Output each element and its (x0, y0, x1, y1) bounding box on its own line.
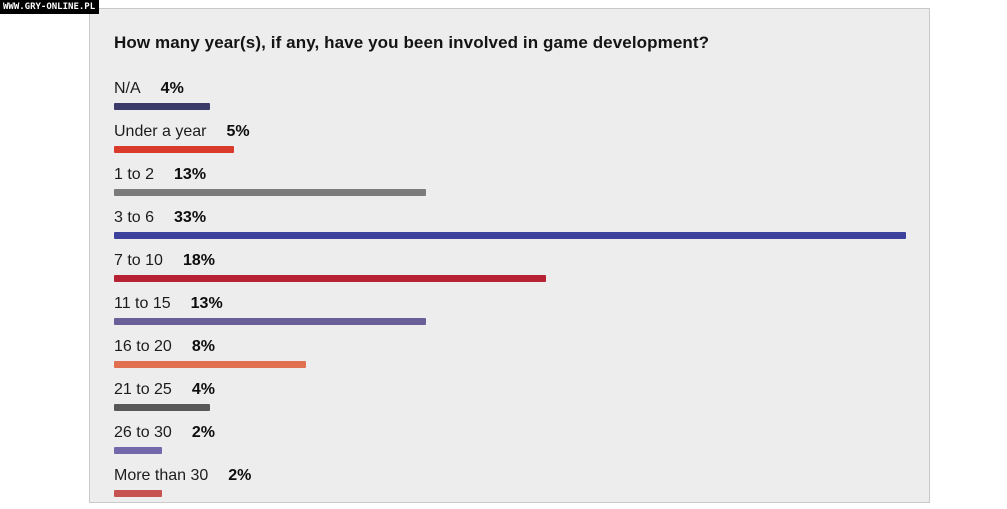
bar (114, 361, 306, 368)
value-label: 8% (191, 338, 215, 355)
row-label-line: 1 to 2 13% (114, 166, 929, 186)
value-label: 33% (174, 209, 207, 226)
bar (114, 103, 210, 110)
bar (114, 490, 162, 497)
category-label: Under a year (114, 123, 207, 140)
chart-row: 7 to 10 18% (114, 252, 929, 282)
row-label-line: 21 to 25 4% (114, 381, 929, 401)
chart-row: 11 to 15 13% (114, 295, 929, 325)
chart-row: More than 30 2% (114, 467, 929, 497)
value-label: 2% (228, 467, 252, 484)
value-label: 13% (174, 166, 207, 183)
chart-row: 3 to 6 33% (114, 209, 929, 239)
bar (114, 189, 426, 196)
chart-rows: N/A 4% Under a year 5% 1 to 2 13% 3 to 6 33% 7 t… (114, 80, 929, 497)
row-label-line: More than 30 2% (114, 467, 929, 487)
category-label: More than 30 (114, 467, 209, 484)
chart-row: Under a year 5% (114, 123, 929, 153)
chart-title: How many year(s), if any, have you been … (114, 33, 710, 52)
category-label: 26 to 30 (114, 424, 172, 441)
row-label-line: 3 to 6 33% (114, 209, 929, 229)
bar (114, 447, 162, 454)
value-label: 4% (160, 80, 184, 97)
bar (114, 404, 210, 411)
chart-row: 1 to 2 13% (114, 166, 929, 196)
chart-row: 26 to 30 2% (114, 424, 929, 454)
category-label: 3 to 6 (114, 209, 155, 226)
watermark-gry-online: WWW.GRY-ONLINE.PL (0, 0, 100, 14)
chart-row: 16 to 20 8% (114, 338, 929, 368)
category-label: 21 to 25 (114, 381, 172, 398)
bar (114, 318, 426, 325)
value-label: 2% (191, 424, 215, 441)
bar (114, 232, 906, 239)
row-label-line: N/A 4% (114, 80, 929, 100)
row-label-line: 16 to 20 8% (114, 338, 929, 358)
value-label: 4% (191, 381, 215, 398)
category-label: N/A (114, 80, 141, 97)
value-label: 5% (226, 123, 250, 140)
bar (114, 146, 234, 153)
chart-row: N/A 4% (114, 80, 929, 110)
row-label-line: 26 to 30 2% (114, 424, 929, 444)
category-label: 1 to 2 (114, 166, 155, 183)
bar (114, 275, 546, 282)
row-label-line: 7 to 10 18% (114, 252, 929, 272)
row-label-line: Under a year 5% (114, 123, 929, 143)
row-label-line: 11 to 15 13% (114, 295, 929, 315)
value-label: 13% (190, 295, 223, 312)
category-label: 16 to 20 (114, 338, 172, 355)
chart-panel: How many year(s), if any, have you been … (89, 8, 930, 503)
category-label: 7 to 10 (114, 252, 163, 269)
category-label: 11 to 15 (114, 295, 171, 312)
value-label: 18% (182, 252, 215, 269)
chart-row: 21 to 25 4% (114, 381, 929, 411)
